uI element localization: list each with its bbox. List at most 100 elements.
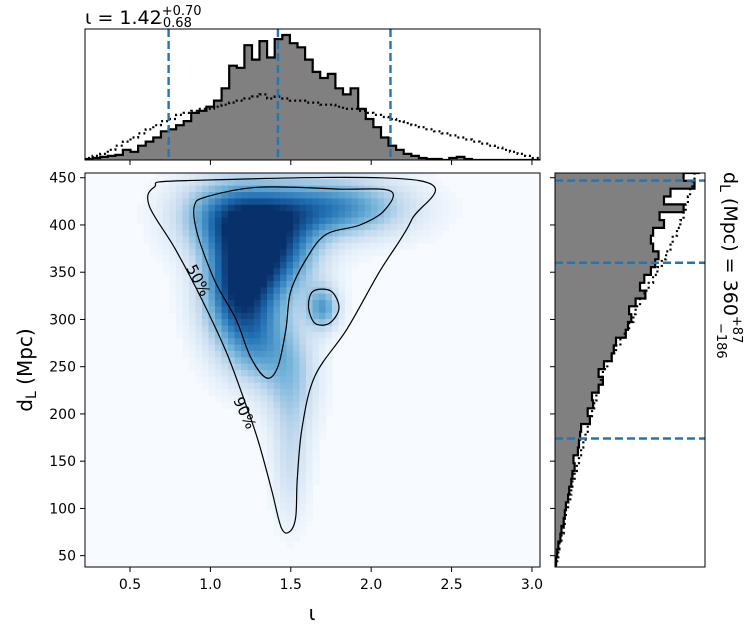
heatmap-cell	[150, 249, 158, 257]
heatmap-cell	[306, 287, 314, 295]
heatmap-cell	[358, 173, 366, 180]
heatmap-cell	[384, 211, 392, 219]
heatmap-cell	[429, 179, 437, 187]
heatmap-cell	[436, 211, 444, 219]
heatmap-cell	[306, 338, 314, 346]
heatmap-cell	[299, 325, 307, 333]
heatmap-cell	[267, 255, 275, 263]
heatmap-cell	[286, 433, 294, 441]
y-tick-label: 200	[49, 407, 76, 423]
heatmap-cell	[208, 293, 216, 301]
heatmap-cell	[280, 312, 288, 320]
heatmap-cell	[293, 306, 301, 314]
heatmap-cell	[306, 414, 314, 422]
x-tick-label: 1.0	[199, 577, 221, 593]
heatmap-cell	[221, 173, 229, 180]
heatmap-cell	[189, 236, 197, 244]
heatmap-cell	[241, 408, 249, 416]
heatmap-cell	[221, 312, 229, 320]
heatmap-cell	[338, 211, 346, 219]
heatmap-cell	[358, 236, 366, 244]
heatmap-cell	[449, 204, 457, 212]
heatmap-cell	[319, 261, 327, 269]
heatmap-cell	[410, 223, 418, 231]
joint-panel: 50% 90% 0.5 1.0 1.5 2.0 2.5 3.0 5010015020025…	[13, 171, 543, 625]
heatmap-cell	[137, 211, 145, 219]
heatmap-cell	[273, 357, 281, 365]
heatmap-cell	[293, 242, 301, 250]
heatmap-cell	[416, 223, 424, 231]
heatmap-cell	[260, 401, 268, 409]
heatmap-cell	[299, 230, 307, 238]
heatmap-cell	[280, 497, 288, 505]
heatmap-cell	[267, 357, 275, 365]
heatmap-cell	[319, 211, 327, 219]
heatmap-cell	[319, 192, 327, 200]
heatmap-cell	[410, 242, 418, 250]
heatmap-cell	[202, 242, 210, 250]
heatmap-cell	[234, 382, 242, 390]
top-marginal-panel: ι = 1.42+0.70 −0.68	[84, 4, 541, 165]
heatmap-cell	[293, 261, 301, 269]
heatmap-cell	[319, 376, 327, 384]
heatmap-cell	[163, 173, 171, 180]
heatmap-cell	[169, 249, 177, 257]
heatmap-cell	[319, 382, 327, 390]
heatmap-cell	[416, 179, 424, 187]
heatmap-cell	[234, 281, 242, 288]
heatmap-cell	[195, 198, 203, 206]
heatmap-cell	[319, 389, 327, 397]
heatmap-cell	[319, 281, 327, 288]
heatmap-cell	[208, 198, 216, 206]
heatmap-cell	[273, 287, 281, 295]
heatmap-cell	[351, 192, 359, 200]
heatmap-cell	[247, 395, 255, 403]
heatmap-cell	[267, 446, 275, 454]
heatmap-cell	[208, 179, 216, 187]
heatmap-cell	[195, 357, 203, 365]
heatmap-cell	[221, 350, 229, 358]
heatmap-cell	[306, 370, 314, 377]
heatmap-cell	[319, 236, 327, 244]
heatmap-cell	[293, 528, 301, 536]
heatmap-cell	[319, 338, 327, 346]
heatmap-cell	[325, 281, 333, 288]
heatmap-cell	[390, 192, 398, 200]
heatmap-cell	[319, 274, 327, 282]
heatmap-cell	[254, 306, 262, 314]
heatmap-cell	[280, 509, 288, 517]
heatmap-cell	[332, 204, 340, 212]
heatmap-cell	[169, 306, 177, 314]
heatmap-cell	[267, 497, 275, 505]
heatmap-cell	[267, 230, 275, 238]
heatmap-cell	[260, 420, 268, 428]
heatmap-cell	[254, 255, 262, 263]
heatmap-cell	[384, 198, 392, 206]
heatmap-cell	[345, 306, 353, 314]
heatmap-cell	[176, 242, 184, 250]
heatmap-cell	[208, 230, 216, 238]
heatmap-cell	[403, 223, 411, 231]
heatmap-cell	[280, 325, 288, 333]
heatmap-cell	[195, 185, 203, 193]
heatmap-cell	[286, 192, 294, 200]
heatmap-cell	[247, 344, 255, 352]
heatmap-cell	[195, 350, 203, 358]
heatmap-cell	[293, 350, 301, 358]
heatmap-cell	[325, 230, 333, 238]
heatmap-cell	[286, 503, 294, 511]
heatmap-cell	[202, 350, 210, 358]
heatmap-cell	[280, 350, 288, 358]
contour-50	[193, 186, 394, 379]
heatmap-cell	[260, 350, 268, 358]
heatmap-cell	[306, 306, 314, 314]
heatmap-cell	[390, 223, 398, 231]
x-axis-label: ι	[309, 601, 316, 625]
heatmap-cell	[241, 395, 249, 403]
heatmap-cell	[286, 287, 294, 295]
heatmap-cell	[332, 192, 340, 200]
heatmap-cell	[267, 458, 275, 466]
heatmap-cell	[234, 268, 242, 276]
heatmap-cell	[377, 204, 385, 212]
heatmap-cell	[195, 261, 203, 269]
